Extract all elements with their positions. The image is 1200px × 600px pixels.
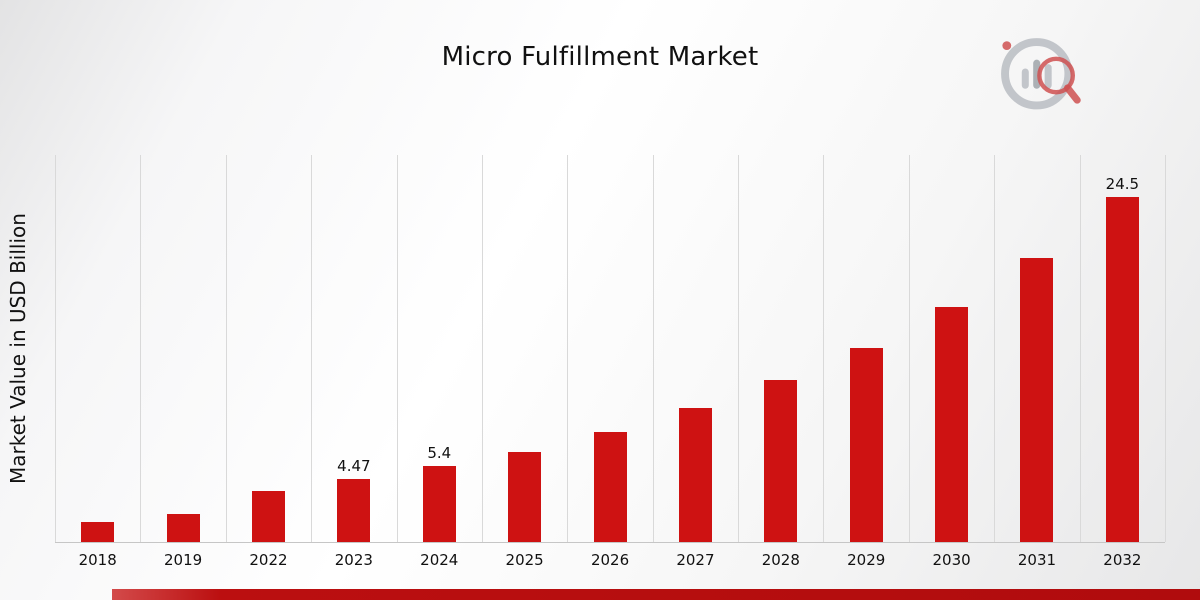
gridline — [994, 155, 996, 542]
bar-column: 2029 — [824, 155, 909, 569]
bar-2027[interactable] — [678, 408, 712, 542]
bar-columns: 2018 2019 2022 4.47 2023 5.4 2024 2025 2026 2027 2… — [55, 155, 1165, 569]
bar-column: 4.47 2023 — [311, 155, 396, 569]
bar-2023[interactable] — [337, 479, 371, 542]
gridline — [1079, 155, 1081, 542]
gridline — [567, 155, 569, 542]
bar-column: 2027 — [653, 155, 738, 569]
x-axis-tick-label: 2022 — [249, 551, 288, 569]
gridline — [311, 155, 313, 542]
x-axis-tick-label: 2031 — [1017, 551, 1057, 569]
bar-column: 2031 — [994, 155, 1079, 569]
bar-column: 2030 — [909, 155, 994, 569]
x-axis-tick-label: 2030 — [932, 551, 971, 569]
bar-value-label: 4.47 — [337, 457, 371, 476]
x-axis-tick-label: 2026 — [590, 551, 630, 569]
bar-column: 5.4 2024 — [397, 155, 482, 569]
x-axis-tick-label: 2024 — [420, 551, 459, 569]
bar-2022[interactable] — [251, 491, 285, 542]
bar-column: 2025 — [482, 155, 567, 569]
gridline — [396, 155, 398, 542]
bar-column: 2028 — [738, 155, 823, 569]
gridline — [738, 155, 740, 542]
plot-area: 2018 2019 2022 4.47 2023 5.4 2024 2025 2026 2027 2… — [55, 155, 1166, 569]
x-axis-tick-label: 2032 — [1103, 551, 1142, 569]
bar-value-label: 5.4 — [427, 444, 452, 463]
gridline — [55, 155, 56, 542]
brand-logo-icon — [1001, 38, 1081, 110]
gridline — [140, 155, 142, 542]
bar-2024[interactable] — [422, 466, 456, 542]
bar-column: 2026 — [567, 155, 652, 569]
bar-column: 2019 — [140, 155, 225, 569]
page-title: Micro Fulfillment Market — [441, 42, 759, 72]
gridline — [225, 155, 227, 542]
bar-2029[interactable] — [849, 347, 883, 542]
x-axis-tick-label: 2027 — [676, 551, 715, 569]
x-axis-tick-label: 2025 — [505, 551, 544, 569]
x-axis-tick-label: 2019 — [163, 551, 203, 569]
gridline — [481, 155, 483, 542]
x-axis-tick-label: 2018 — [78, 551, 117, 569]
bottom-accent-bar — [112, 589, 1200, 600]
bar-2032[interactable] — [1105, 197, 1139, 542]
bar-value-label: 24.5 — [1105, 175, 1140, 194]
x-axis-tick-label: 2023 — [334, 551, 373, 569]
x-axis-tick-label: 2029 — [847, 551, 886, 569]
gridline — [908, 155, 910, 542]
bar-2026[interactable] — [593, 432, 627, 542]
gridline — [823, 155, 825, 542]
bar-2030[interactable] — [935, 307, 969, 542]
bar-2025[interactable] — [508, 451, 542, 542]
bar-column: 24.5 2032 — [1080, 155, 1165, 569]
bar-2018[interactable] — [81, 522, 115, 542]
bar-2019[interactable] — [166, 513, 200, 542]
bar-column: 2022 — [226, 155, 311, 569]
y-axis-label: Market Value in USD Billion — [6, 213, 30, 485]
bar-2028[interactable] — [764, 380, 798, 542]
gridline — [1165, 155, 1166, 542]
gridline — [652, 155, 654, 542]
x-axis-tick-label: 2028 — [761, 551, 800, 569]
bar-column: 2018 — [55, 155, 140, 569]
bar-2031[interactable] — [1020, 257, 1054, 542]
